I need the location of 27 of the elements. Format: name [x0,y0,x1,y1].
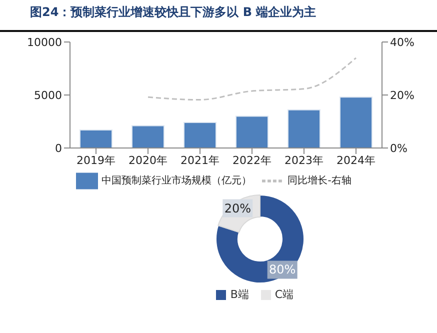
y2-tick-label: 40% [390,36,414,49]
donut-slice [216,194,304,284]
x-tick-label: 2020年 [128,154,168,167]
data-label: 80% [269,262,296,277]
y-tick-label: 5000 [34,88,62,102]
y2-tick-label: 0% [390,142,408,155]
x-tick-label: 2019年 [76,154,116,167]
x-tick-label: 2021年 [180,154,220,167]
legend-label: C端 [274,287,294,302]
bar [184,122,216,148]
data-label: 20% [224,201,251,216]
bar [132,125,164,148]
x-tick-label: 2022年 [232,154,272,167]
y-tick-label: 10000 [27,36,62,49]
bar [80,129,112,148]
y-tick-label: 0 [55,142,62,155]
line-series [147,57,357,101]
legend-label: 同比增长-右轴 [288,176,352,187]
y2-tick-label: 20% [390,88,414,102]
bar [288,109,320,148]
x-tick-label: 2024年 [336,154,376,167]
chart-title: 图24：预制菜行业增速较快且下游多以 B 端企业为主 [0,0,437,32]
bar [340,96,372,148]
x-tick-label: 2023年 [284,154,324,167]
legend-label: 中国预制菜行业市场规模（亿元） [102,176,252,187]
bar [236,116,268,148]
legend-label: B端 [230,287,249,302]
